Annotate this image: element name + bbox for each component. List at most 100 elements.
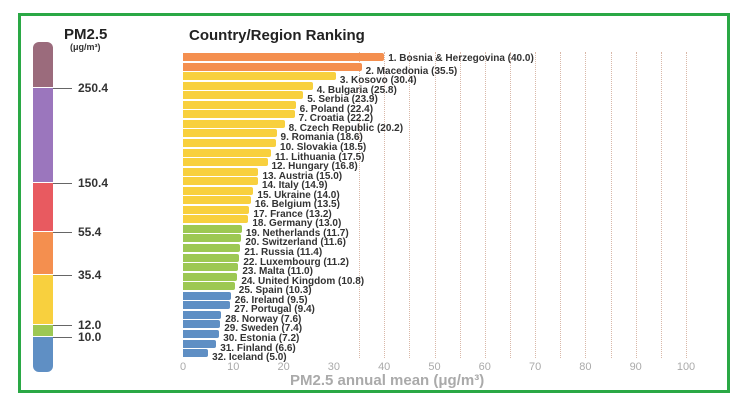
bar-label: 32. Iceland (5.0) xyxy=(212,352,287,364)
bar-label: 11. Lithuania (17.5) xyxy=(275,151,365,163)
bar xyxy=(183,81,313,90)
bar-label: 19. Netherlands (11.7) xyxy=(245,227,349,239)
gridline xyxy=(585,52,587,358)
legend-color-segment xyxy=(33,88,53,182)
bar-label: 4. Bulgaria (25.8) xyxy=(316,84,397,96)
bar-label: 27. Portugal (9.4) xyxy=(234,304,315,316)
bar-label: 29. Sweden (7.4) xyxy=(224,323,303,335)
bar xyxy=(183,196,251,205)
chart-title: Country/Region Ranking xyxy=(189,27,365,44)
legend-color-segment xyxy=(33,275,53,324)
bar xyxy=(183,310,222,319)
x-axis-label: PM2.5 annual mean (μg/m³) xyxy=(290,372,485,389)
gridline xyxy=(484,52,486,358)
bar-label: 20. Switzerland (11.6) xyxy=(245,237,346,249)
bar-label: 3. Kosovo (30.4) xyxy=(339,75,417,87)
bar xyxy=(183,215,249,224)
legend-tick-label: 12.0 xyxy=(78,318,102,332)
legend-title: PM2.5 xyxy=(64,26,108,43)
bar-label: 10. Slovakia (18.5) xyxy=(280,141,367,153)
bar-label: 25. Spain (10.3) xyxy=(238,285,312,297)
bar-label: 18. Germany (13.0) xyxy=(252,218,342,230)
bar-label: 7. Croatia (22.2) xyxy=(298,113,374,125)
bar-label: 2. Macedonia (35.5) xyxy=(365,65,458,77)
bar xyxy=(183,148,272,157)
bar-label: 17. France (13.2) xyxy=(253,208,332,220)
bar-label: 30. Estonia (7.2) xyxy=(223,332,300,344)
legend-color-segment xyxy=(33,42,53,87)
x-tick-label: 80 xyxy=(579,361,592,373)
bar xyxy=(183,253,240,262)
bar xyxy=(183,291,231,300)
legend-tick-label: 150.4 xyxy=(78,176,109,190)
bar-label: 13. Austria (15.0) xyxy=(262,170,343,182)
x-tick-label: 100 xyxy=(676,361,696,373)
gridline xyxy=(359,52,361,358)
bar xyxy=(183,72,336,81)
gridline xyxy=(459,52,461,358)
bar xyxy=(183,205,250,214)
legend-tick xyxy=(53,325,72,326)
bar xyxy=(183,349,209,358)
gridline xyxy=(509,52,511,358)
bar-label: 5. Serbia (23.9) xyxy=(307,94,378,106)
bar xyxy=(183,224,242,233)
bar xyxy=(183,282,235,291)
x-tick-label: 90 xyxy=(629,361,642,373)
x-tick-label: 30 xyxy=(327,361,341,373)
legend-tick-label: 55.4 xyxy=(78,225,102,239)
legend-color-segment xyxy=(33,183,53,231)
bar xyxy=(183,138,277,147)
x-tick-label: 40 xyxy=(378,361,391,373)
legend-tick xyxy=(53,275,72,276)
bar-label: 16. Belgium (13.5) xyxy=(254,199,340,211)
legend-tick xyxy=(53,337,72,338)
bar xyxy=(183,91,304,100)
gridline xyxy=(409,52,411,358)
bar-label: 1. Bosnia & Herzegovina (40.0) xyxy=(388,53,534,64)
bar-label: 24. United Kingdom (10.8) xyxy=(241,275,365,287)
bar xyxy=(183,186,254,195)
bar-label: 21. Russia (11.4) xyxy=(244,247,323,258)
gridline xyxy=(686,52,687,358)
x-tick-label: 60 xyxy=(478,361,491,373)
legend-tick xyxy=(53,88,72,89)
legend-color-segment xyxy=(33,325,53,336)
gridline xyxy=(560,52,562,358)
bar xyxy=(183,62,362,71)
legend-tick-label: 35.4 xyxy=(78,268,102,282)
legend-unit: (μg/m³) xyxy=(70,42,101,52)
gridline xyxy=(535,52,537,358)
bar-label: 6. Poland (22.4) xyxy=(299,103,374,115)
bar xyxy=(183,272,238,281)
bar xyxy=(183,110,295,119)
x-tick-label: 70 xyxy=(528,361,542,373)
legend-tick-label: 250.4 xyxy=(78,81,109,95)
bar xyxy=(183,320,221,329)
gridline xyxy=(610,52,612,358)
gridline xyxy=(434,52,436,358)
legend-color-segment xyxy=(33,232,53,274)
x-tick-label: 10 xyxy=(227,361,240,373)
x-tick-label: 50 xyxy=(428,361,441,373)
bar xyxy=(183,158,268,167)
bar xyxy=(183,167,259,176)
bar xyxy=(183,129,277,138)
bar xyxy=(183,329,220,338)
legend-tick xyxy=(53,183,72,184)
bar xyxy=(183,339,217,348)
bar-label: 31. Finland (6.6) xyxy=(220,342,296,354)
bar xyxy=(183,263,239,272)
bar-label: 9. Romania (18.6) xyxy=(280,132,363,144)
gridline xyxy=(384,52,386,358)
bar xyxy=(183,100,296,109)
bar xyxy=(183,234,242,243)
x-tick-label: 0 xyxy=(179,361,187,373)
bar-label: 22. Luxembourg (11.2) xyxy=(243,256,349,268)
chart-frame xyxy=(18,13,730,393)
legend-tick-label: 10.0 xyxy=(78,330,102,344)
bar xyxy=(183,177,258,186)
bar-label: 14. Italy (14.9) xyxy=(261,180,328,192)
legend-tick xyxy=(53,232,72,233)
bar-label: 26. Ireland (9.5) xyxy=(234,294,308,306)
